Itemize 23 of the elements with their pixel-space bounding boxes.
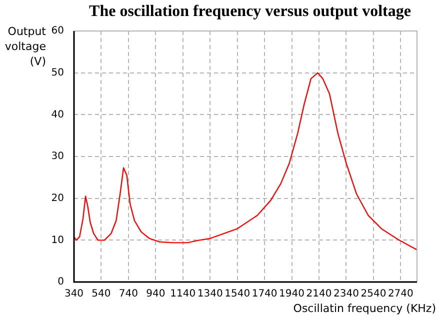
y-tick-label: 30 — [51, 151, 64, 162]
y-axis-title: Output voltage (V) — [4, 24, 46, 69]
x-tick-label: 1940 — [279, 288, 305, 300]
y-tick-label: 60 — [51, 26, 64, 37]
x-axis-title: Oscillatin frequency (KHz) — [293, 302, 436, 315]
y-tick-label: 40 — [51, 109, 64, 120]
x-tick-label: 340 — [64, 288, 84, 300]
x-tick-label: 1340 — [197, 288, 223, 300]
x-tick-label: 2340 — [333, 288, 359, 300]
x-tick-label: 2140 — [306, 288, 332, 300]
y-tick-label: 0 — [58, 276, 64, 288]
x-tick-label: 1540 — [224, 288, 250, 300]
x-tick-label: 740 — [118, 288, 138, 300]
x-tick-label: 1740 — [252, 288, 278, 300]
chart-title: The oscillation frequency versus output voltage — [88, 3, 412, 21]
x-tick-label: 2540 — [360, 288, 386, 300]
y-tick-label: 50 — [51, 67, 64, 78]
x-tick-label: 2740 — [388, 288, 414, 300]
y-tick-label: 10 — [51, 234, 64, 246]
x-tick-label: 1140 — [170, 288, 196, 300]
x-tick-label: 540 — [92, 288, 111, 300]
y-tick-label: 20 — [51, 192, 64, 204]
x-tick-label: 940 — [146, 288, 166, 300]
